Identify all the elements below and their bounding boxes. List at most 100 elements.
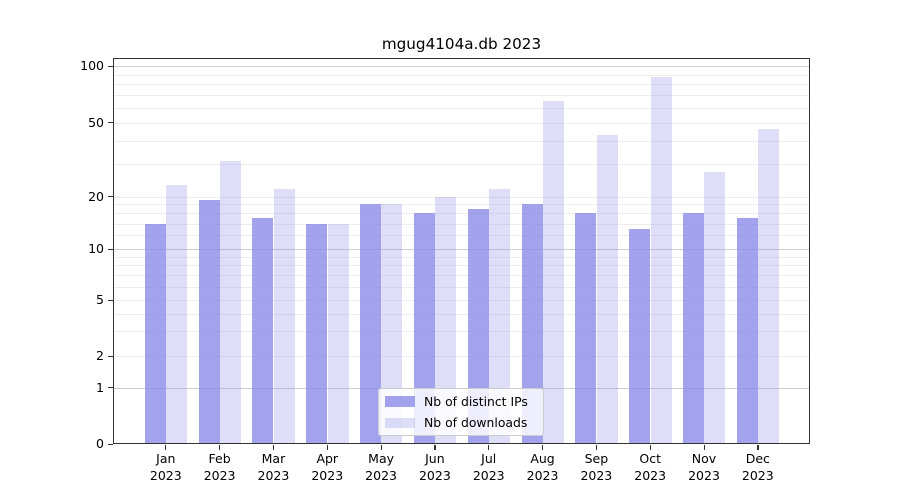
downloads-bar-mar — [273, 188, 295, 444]
x-tick-year: 2023 — [311, 467, 344, 483]
x-tick-label: Oct 2023 — [620, 451, 680, 484]
ips-bar-may — [360, 204, 382, 444]
y-gridline-minor — [114, 275, 809, 277]
y-tick-mark — [107, 387, 113, 389]
x-tick-month: Dec — [745, 451, 770, 467]
y-tick-label: 100 — [80, 58, 104, 74]
x-tick-label: May 2023 — [351, 451, 411, 484]
y-gridline — [114, 196, 809, 198]
x-tick-label: Nov 2023 — [674, 451, 734, 484]
x-tick-mark — [703, 444, 705, 450]
x-tick-label: Feb 2023 — [190, 451, 250, 484]
x-tick-year: 2023 — [526, 467, 559, 483]
ips-bar-jul — [467, 208, 489, 444]
x-tick-month: Sep — [584, 451, 609, 467]
x-tick-mark — [757, 444, 759, 450]
downloads-bar-sep — [596, 134, 618, 444]
y-gridline-minor — [114, 286, 809, 288]
x-tick-year: 2023 — [365, 467, 397, 483]
y-tick-label: 20 — [88, 188, 104, 204]
y-gridline — [114, 356, 809, 357]
y-gridline — [114, 122, 809, 124]
x-tick-year: 2023 — [688, 467, 720, 483]
y-tick-mark — [107, 122, 113, 124]
plot-content — [114, 59, 809, 444]
x-tick-mark — [219, 444, 221, 450]
x-tick-label: Aug 2023 — [513, 451, 573, 484]
ips-bar-feb — [198, 200, 220, 444]
x-tick-year: 2023 — [149, 467, 182, 483]
y-tick-label: 5 — [96, 292, 104, 307]
y-tick-mark — [107, 299, 113, 301]
ips-bar-mar — [252, 218, 274, 444]
x-tick-label: Mar 2023 — [243, 451, 303, 484]
x-tick-label: Jun 2023 — [405, 451, 465, 484]
x-tick-month: Aug — [530, 451, 555, 467]
ips-bar-dec — [736, 218, 758, 444]
y-gridline-minor — [114, 235, 809, 237]
legend: Nb of distinct IPs Nb of downloads — [378, 388, 544, 436]
chart-title: mgug4104a.db 2023 — [381, 35, 542, 53]
ips-bar-sep — [575, 213, 597, 444]
ips-bar-jan — [144, 223, 166, 444]
y-gridline-minor — [114, 313, 809, 315]
plot-area — [113, 58, 810, 445]
y-gridline — [114, 249, 809, 250]
y-gridline-minor — [114, 84, 809, 86]
x-tick-label: Jul 2023 — [459, 451, 519, 484]
y-tick-mark — [107, 65, 113, 67]
y-tick-mark — [107, 248, 113, 250]
legend-swatch-ips — [385, 396, 415, 407]
legend-item: Nb of downloads — [385, 414, 537, 433]
x-tick-label: Sep 2023 — [566, 451, 626, 484]
downloads-bar-jan — [166, 185, 188, 444]
downloads-bar-oct — [650, 76, 672, 444]
x-tick-year: 2023 — [634, 467, 667, 483]
y-tick-label: 10 — [88, 241, 104, 256]
y-tick-label: 50 — [88, 114, 104, 130]
downloads-bar-feb — [220, 161, 242, 444]
x-tick-year: 2023 — [418, 467, 451, 483]
y-gridline-minor — [114, 265, 809, 267]
y-tick-label: 2 — [96, 348, 104, 363]
y-gridline-minor — [114, 331, 809, 333]
x-tick-month: Jun — [425, 451, 445, 467]
y-gridline-minor — [114, 107, 809, 109]
x-tick-label: Apr 2023 — [297, 451, 357, 484]
ips-bar-oct — [629, 229, 651, 444]
y-tick-mark — [107, 355, 113, 357]
legend-label: Nb of downloads — [424, 415, 528, 431]
ips-bar-nov — [682, 213, 704, 444]
downloads-bar-jun — [435, 196, 457, 444]
x-tick-mark — [326, 444, 328, 450]
x-tick-year: 2023 — [580, 467, 613, 483]
y-gridline-minor — [114, 223, 809, 225]
y-tick-mark — [107, 196, 113, 198]
x-tick-label: Jan 2023 — [136, 451, 196, 484]
x-tick-mark — [434, 444, 436, 450]
y-gridline — [114, 66, 809, 68]
x-tick-year: 2023 — [741, 467, 774, 483]
x-tick-month: Jul — [481, 451, 497, 467]
x-tick-month: Jan — [156, 451, 176, 467]
x-tick-month: Feb — [208, 451, 231, 467]
y-tick-label: 0 — [96, 436, 104, 452]
x-tick-mark — [488, 444, 490, 450]
downloads-bar-nov — [704, 172, 726, 444]
y-gridline-minor — [114, 140, 809, 142]
x-tick-month: Mar — [261, 451, 286, 467]
x-tick-mark — [542, 444, 544, 450]
downloads-bar-aug — [542, 101, 564, 444]
x-tick-mark — [595, 444, 598, 450]
y-tick-label: 1 — [96, 379, 104, 395]
y-tick-mark — [107, 443, 113, 445]
x-tick-year: 2023 — [203, 467, 236, 483]
legend-swatch-downloads — [385, 417, 415, 428]
y-gridline-minor — [114, 213, 809, 215]
x-tick-month: May — [368, 451, 394, 467]
downloads-bar-apr — [327, 223, 349, 444]
x-tick-mark — [165, 444, 167, 450]
y-gridline-minor — [114, 204, 809, 206]
downloads-bar-may — [381, 204, 403, 444]
